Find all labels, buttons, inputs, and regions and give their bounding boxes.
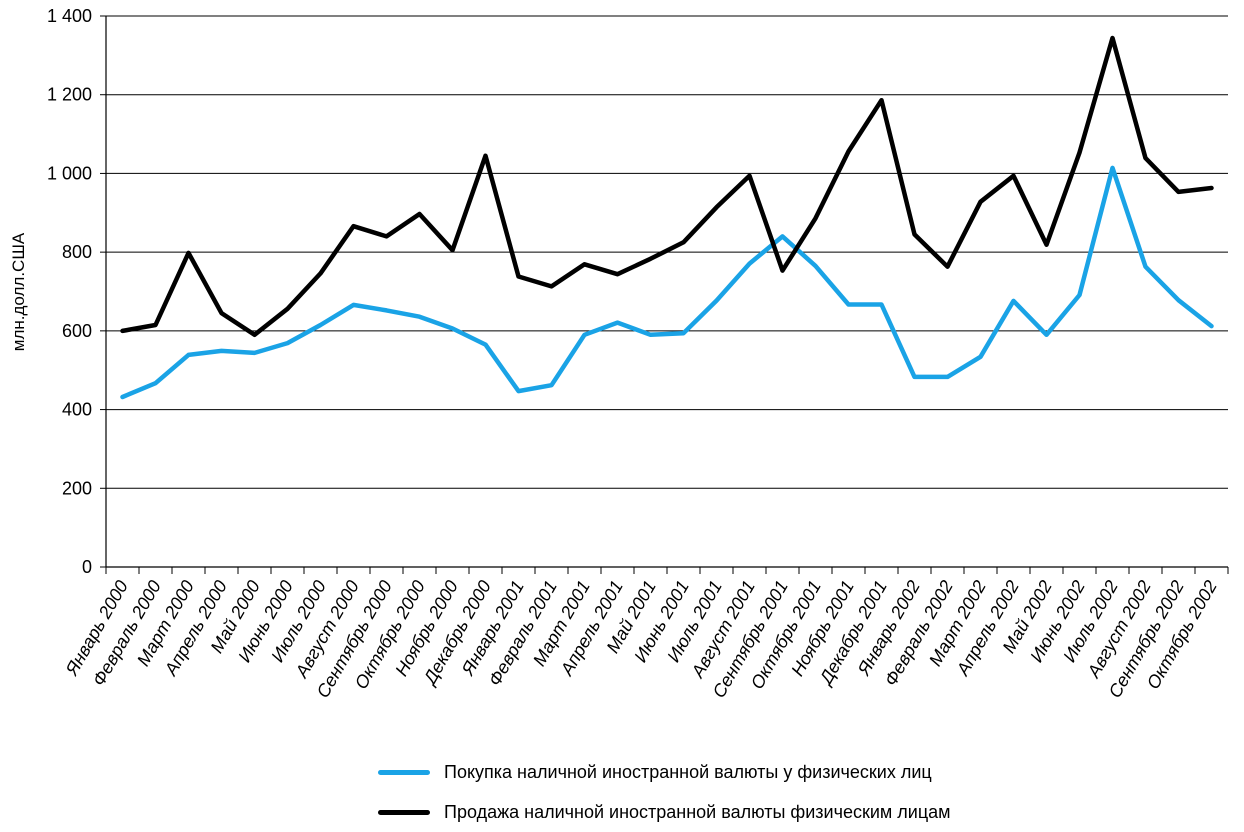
legend-item-purchase: Покупка наличной иностранной валюты у фи… (378, 752, 951, 792)
legend: Покупка наличной иностранной валюты у фи… (378, 752, 951, 832)
y-tick-label: 0 (82, 557, 92, 577)
legend-swatch-purchase (378, 769, 430, 775)
legend-item-sale: Продажа наличной иностранной валюты физи… (378, 792, 951, 832)
y-tick-label: 1 000 (47, 163, 92, 183)
y-tick-label: 200 (62, 478, 92, 498)
y-tick-label: 800 (62, 242, 92, 262)
series-line-2 (120, 35, 1214, 338)
legend-label-sale: Продажа наличной иностранной валюты физи… (444, 801, 951, 822)
y-axis-label: млн.долл.США (9, 232, 28, 351)
y-tick-label: 1 400 (47, 6, 92, 26)
series-line-1 (120, 165, 1214, 400)
y-tick-label: 1 200 (47, 85, 92, 105)
y-axis-ticks: 0 200 400 600 800 1 000 1 200 1 400 (47, 6, 106, 577)
legend-swatch-sale (378, 809, 430, 815)
legend-label-purchase: Покупка наличной иностранной валюты у фи… (444, 761, 932, 782)
y-tick-label: 400 (62, 400, 92, 420)
gridlines (106, 15, 1228, 489)
series-layer (120, 35, 1214, 400)
y-tick-label: 600 (62, 321, 92, 341)
